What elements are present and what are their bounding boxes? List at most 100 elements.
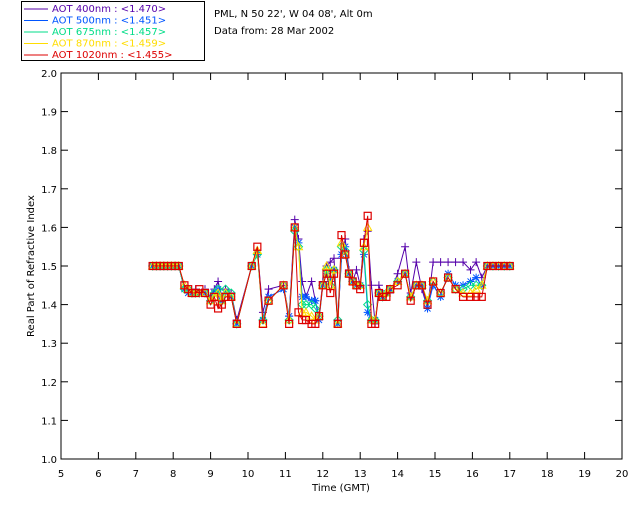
series-line bbox=[152, 227, 510, 325]
x-axis-label: Time (GMT) bbox=[311, 483, 370, 494]
data-point bbox=[253, 242, 262, 251]
x-tick-label: 18 bbox=[541, 469, 554, 480]
data-point bbox=[429, 277, 438, 286]
data-point bbox=[466, 292, 475, 301]
data-point bbox=[210, 292, 219, 301]
legend-entry: AOT 1020nm : <1.455> bbox=[52, 50, 172, 61]
data-point bbox=[306, 311, 317, 320]
y-tick-label: 1.0 bbox=[41, 455, 57, 466]
data-point bbox=[217, 300, 226, 309]
y-tick-label: 1.7 bbox=[41, 185, 57, 196]
data-point bbox=[290, 215, 299, 224]
data-point bbox=[363, 211, 372, 220]
data-point bbox=[326, 288, 335, 298]
x-tick-label: 9 bbox=[207, 469, 213, 480]
x-tick-label: 5 bbox=[58, 469, 64, 480]
data-point bbox=[472, 258, 481, 267]
data-point bbox=[400, 269, 410, 278]
data-point bbox=[285, 319, 294, 328]
y-tick-label: 1.3 bbox=[41, 339, 57, 350]
data-point bbox=[247, 261, 256, 271]
data-point bbox=[401, 242, 410, 251]
data-point bbox=[488, 261, 498, 271]
data-point bbox=[367, 281, 376, 290]
data-point bbox=[352, 265, 361, 274]
data-point bbox=[374, 281, 383, 290]
data-series bbox=[147, 211, 515, 329]
data-point bbox=[333, 319, 342, 328]
x-tick-label: 6 bbox=[95, 469, 101, 480]
data-point bbox=[341, 250, 350, 259]
data-point bbox=[318, 281, 327, 290]
data-point bbox=[500, 261, 509, 271]
x-tick-label: 15 bbox=[429, 469, 442, 480]
y-axis-label: Real Part of Refractive Index bbox=[26, 195, 37, 337]
data-point bbox=[214, 277, 223, 286]
data-point bbox=[307, 277, 316, 286]
data-point bbox=[472, 292, 481, 301]
data-point bbox=[371, 319, 380, 328]
data-point bbox=[494, 261, 503, 271]
data-point bbox=[363, 308, 372, 317]
series-2 bbox=[148, 223, 514, 328]
data-point bbox=[314, 312, 324, 321]
data-point bbox=[279, 281, 288, 290]
data-point bbox=[436, 258, 445, 267]
x-tick-label: 17 bbox=[503, 469, 516, 480]
data-point bbox=[329, 269, 339, 278]
data-point bbox=[382, 292, 391, 301]
data-point bbox=[451, 258, 460, 267]
y-tick-label: 1.4 bbox=[41, 301, 57, 312]
data-point bbox=[258, 319, 268, 328]
data-point bbox=[330, 254, 339, 263]
y-tick-label: 1.9 bbox=[41, 108, 57, 119]
y-tick-label: 1.6 bbox=[41, 223, 57, 234]
data-point bbox=[436, 288, 445, 298]
legend-entry: AOT 400nm : <1.470> bbox=[52, 4, 166, 15]
data-point bbox=[301, 292, 310, 301]
data-point bbox=[290, 223, 299, 232]
data-point bbox=[264, 285, 273, 294]
legend-entry: AOT 870nm : <1.459> bbox=[52, 39, 166, 50]
data-point bbox=[412, 281, 421, 290]
data-point bbox=[451, 285, 460, 294]
data-point bbox=[483, 261, 492, 271]
x-tick-labels: 5 6 7 8 9 10 11 12 13 14 15 16 17 18 19 20 bbox=[58, 469, 629, 480]
data-point bbox=[294, 308, 303, 317]
x-tick-label: 8 bbox=[170, 469, 176, 480]
data-point bbox=[326, 258, 335, 267]
data-point bbox=[333, 315, 343, 325]
data-point bbox=[220, 288, 231, 297]
y-tick-label: 1.2 bbox=[41, 378, 57, 389]
data-point bbox=[444, 258, 453, 267]
x-tick-label: 20 bbox=[616, 469, 629, 480]
y-tick-label: 1.5 bbox=[41, 262, 57, 273]
legend: AOT 400nm : <1.470>AOT 500nm : <1.451>AO… bbox=[21, 1, 205, 61]
x-tick-label: 19 bbox=[578, 469, 591, 480]
x-tick-label: 14 bbox=[391, 469, 404, 480]
legend-entry: AOT 675nm : <1.457> bbox=[52, 27, 166, 38]
data-point bbox=[505, 261, 514, 271]
x-tick-label: 16 bbox=[466, 469, 479, 480]
data-point bbox=[221, 292, 230, 301]
data-point bbox=[311, 296, 320, 305]
data-point bbox=[258, 315, 268, 325]
data-point bbox=[293, 241, 304, 251]
series-4 bbox=[147, 222, 515, 328]
data-point bbox=[393, 269, 402, 278]
y-tick-label: 1.1 bbox=[41, 416, 57, 427]
series-line bbox=[152, 227, 510, 325]
x-tick-label: 12 bbox=[316, 469, 329, 480]
data-point bbox=[174, 261, 183, 271]
info-date-text: Data from: 28 Mar 2002 bbox=[214, 26, 334, 37]
data-point bbox=[359, 238, 369, 247]
y-tick-label: 2.0 bbox=[41, 69, 57, 80]
data-point bbox=[417, 281, 427, 290]
data-point bbox=[466, 265, 475, 274]
data-point bbox=[443, 273, 453, 282]
data-point bbox=[344, 269, 354, 278]
axis-ticks bbox=[60, 72, 623, 460]
data-point bbox=[423, 300, 432, 309]
y-tick-labels: 1.0 1.1 1.2 1.3 1.4 1.5 1.6 1.7 1.8 1.9 2.0 bbox=[41, 69, 57, 466]
